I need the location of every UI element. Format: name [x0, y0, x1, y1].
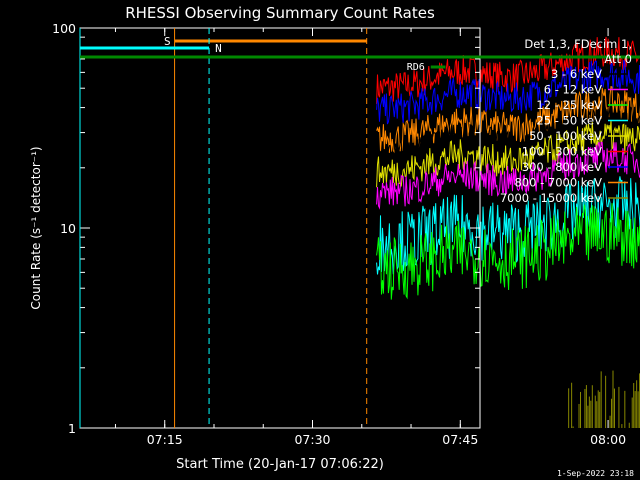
night-label: N — [215, 42, 222, 55]
legend-header-line2: Att 0 — [604, 52, 632, 66]
legend-entry: 3 - 6 keV — [551, 67, 602, 81]
legend-entry: 300 - 800 keV — [522, 160, 602, 174]
rd6-label: RD6 — [407, 62, 425, 73]
series-line — [376, 36, 640, 105]
render-timestamp: 1-Sep-2022 23:18 — [557, 469, 634, 478]
y-tick-label: 100 — [52, 21, 76, 36]
chart-title: RHESSI Observing Summary Count Rates — [125, 4, 435, 22]
y-axis-label: Count Rate (s⁻¹ detector⁻¹) — [29, 146, 43, 309]
x-axis-label: Start Time (20-Jan-17 07:06:22) — [176, 457, 384, 472]
saa-label: S — [164, 35, 171, 48]
y-tick-label: 10 — [60, 221, 76, 236]
series-line — [376, 104, 640, 167]
legend-entry: 50 - 100 keV — [529, 129, 602, 143]
legend-entry: 6 - 12 keV — [544, 83, 602, 97]
y-tick-label: 1 — [68, 421, 76, 436]
legend: Det 1,3, FDecim 1, Att 0 3 - 6 keV 6 - 12… — [500, 37, 632, 205]
series-line — [376, 203, 640, 300]
legend-entry: 25 - 50 keV — [536, 114, 602, 128]
x-tick-label: 08:00 — [590, 432, 626, 447]
legend-entry: 100 - 300 keV — [522, 145, 602, 159]
series-line — [376, 85, 640, 154]
series-line — [376, 141, 640, 210]
series-line — [376, 176, 640, 275]
x-tick-label: 07:30 — [294, 432, 330, 447]
legend-entry: 800 - 7000 keV — [514, 176, 602, 190]
x-tick-label: 07:15 — [147, 432, 183, 447]
x-tick-label: 07:45 — [442, 432, 478, 447]
series-line — [376, 60, 640, 125]
legend-header-line1: Det 1,3, FDecim 1, — [524, 37, 632, 51]
legend-entry: 12 - 25 keV — [536, 98, 602, 112]
legend-entry: 7000 - 15000 keV — [500, 191, 602, 205]
